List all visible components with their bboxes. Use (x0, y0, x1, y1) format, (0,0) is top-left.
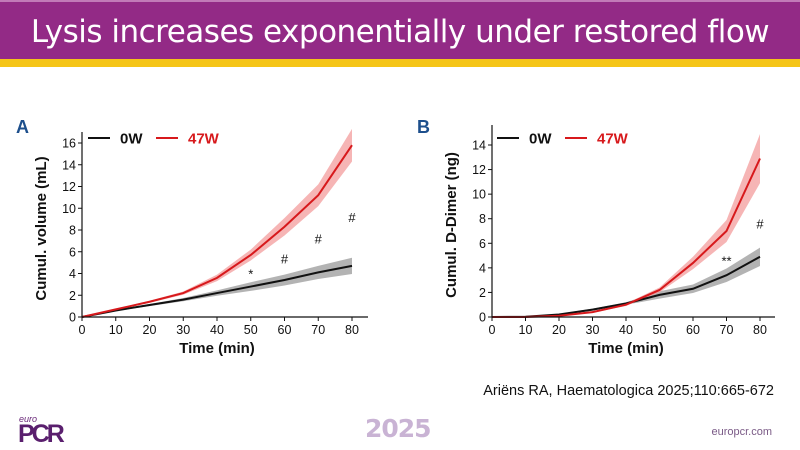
significance-marker: ** (721, 253, 731, 268)
citation: Ariëns RA, Haematologica 2025;110:665-67… (483, 383, 774, 399)
footer-website[interactable]: europcr.com (711, 426, 772, 438)
x-tick-label: 70 (720, 323, 734, 337)
y-tick-label: 4 (479, 261, 486, 275)
legend: 0W 47W (497, 131, 629, 148)
series-line-47w (492, 158, 761, 318)
x-tick-label: 60 (686, 323, 700, 337)
significance-marker: # (281, 251, 289, 266)
y-tick-label: 14 (62, 158, 76, 172)
legend: 0W 47W (88, 131, 220, 148)
series-line-47w (81, 144, 353, 318)
y-tick-label: 2 (479, 286, 486, 300)
legend-label-47w: 47W (597, 131, 629, 148)
x-tick-label: 40 (210, 323, 224, 337)
legend-label-47w: 47W (188, 131, 220, 148)
slide-title: Lysis increases exponentially under rest… (30, 14, 770, 50)
y-tick-label: 8 (69, 224, 76, 238)
y-tick-label: 0 (479, 311, 486, 325)
series-line-0w (81, 264, 353, 318)
error-band-47w (82, 128, 352, 317)
y-tick-label: 10 (472, 188, 486, 202)
series-line-0w (491, 255, 761, 318)
error-band-0w (492, 247, 760, 317)
x-tick-label: 50 (244, 323, 258, 337)
significance-marker: * (248, 267, 253, 282)
x-tick-label: 20 (552, 323, 566, 337)
slide-header: Lysis increases exponentially under rest… (0, 2, 800, 59)
significance-marker: # (315, 232, 323, 247)
logo-pcr-text: PCR (18, 420, 65, 448)
y-tick-label: 12 (472, 163, 486, 177)
y-tick-label: 6 (479, 237, 486, 251)
x-tick-label: 0 (489, 323, 496, 337)
significance-marker: # (348, 210, 356, 225)
y-tick-label: 6 (69, 245, 76, 259)
error-band-47w (492, 133, 760, 317)
accent-bar (0, 59, 800, 67)
significance-marker: # (756, 217, 764, 232)
y-tick-label: 10 (62, 202, 76, 216)
legend-label-0w: 0W (120, 131, 143, 148)
footer-year: 2025 (365, 414, 432, 443)
x-tick-label: 70 (311, 323, 325, 337)
y-tick-label: 2 (69, 289, 76, 303)
y-axis-label: Cumul. volume (mL) (33, 156, 50, 300)
x-tick-label: 10 (109, 323, 123, 337)
x-tick-label: 80 (345, 323, 359, 337)
y-tick-label: 8 (479, 212, 486, 226)
x-tick-label: 10 (519, 323, 533, 337)
x-tick-label: 30 (586, 323, 600, 337)
x-tick-label: 40 (619, 323, 633, 337)
y-axis-label: Cumul. D-Dimer (ng) (443, 152, 460, 298)
x-axis-label: Time (min) (179, 340, 255, 357)
y-tick-label: 0 (69, 311, 76, 325)
x-tick-label: 0 (79, 323, 86, 337)
header-top-line (0, 0, 800, 2)
panel-label: B (417, 117, 430, 137)
y-tick-label: 12 (62, 180, 76, 194)
chart-panel-b: B 0 10 20 30 40 50 60 70 80 0 2 4 6 8 10 12 14 Time (min) C… (417, 117, 775, 357)
x-tick-label: 20 (143, 323, 157, 337)
x-tick-label: 60 (278, 323, 292, 337)
y-tick-label: 4 (69, 267, 76, 281)
x-tick-label: 50 (653, 323, 667, 337)
x-tick-label: 80 (753, 323, 767, 337)
legend-label-0w: 0W (529, 131, 552, 148)
y-tick-label: 14 (472, 139, 486, 153)
x-tick-label: 30 (176, 323, 190, 337)
logo-euro-text: euro (19, 414, 38, 424)
chart-panel-a: A 0 10 20 30 40 50 60 70 80 0 2 4 6 8 10 12 14 16 Time (min… (16, 117, 368, 357)
panel-label: A (16, 117, 29, 137)
x-axis-label: Time (min) (588, 340, 664, 357)
y-tick-label: 16 (62, 137, 76, 151)
